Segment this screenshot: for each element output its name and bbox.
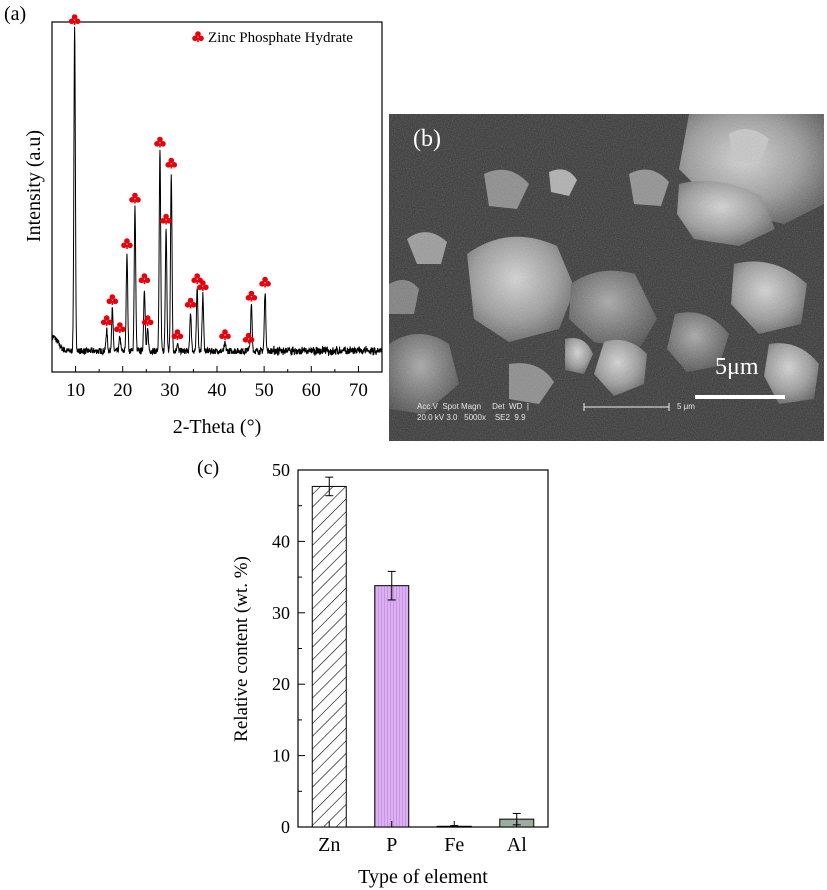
peak-marker — [121, 238, 133, 249]
xrd-x-tick-label: 70 — [349, 380, 368, 401]
peak-marker — [259, 276, 271, 288]
xrd-x-axis-label: 2-Theta (°) — [173, 416, 262, 438]
bar-y-axis-label: Relative content (wt. %) — [231, 556, 252, 742]
peak-marker — [114, 322, 126, 333]
sem-scale-label: 5μm — [715, 354, 759, 380]
bar-y-tick-label: 20 — [272, 674, 290, 694]
xrd-x-tick-label: 60 — [302, 380, 321, 401]
panel-c-label: (c) — [197, 457, 219, 479]
bar-p — [374, 585, 410, 828]
legend-club-icon — [192, 31, 204, 42]
peak-marker — [171, 329, 184, 340]
bar-y-tick-label: 50 — [272, 460, 290, 480]
legend-club-icon — [192, 31, 204, 42]
peak-marker — [242, 332, 255, 344]
bar-y-tick-label: 0 — [281, 817, 290, 837]
xrd-x-tick-label: 30 — [160, 380, 179, 401]
peak-marker — [219, 329, 231, 340]
xrd-x-axis: 10 20 30 40 50 60 70 — [51, 366, 383, 401]
sem-info-line-2: 20.0 kV 3.0 5000x SE2 9.9 — [417, 413, 526, 422]
bar-x-tick-label: Fe — [444, 834, 464, 856]
peak-marker — [138, 273, 151, 284]
bar-x-axis-label: Type of element — [358, 866, 488, 888]
sem-micrograph-texture — [389, 114, 824, 441]
error-bar-zn — [325, 476, 334, 497]
xrd-x-tick-label: 10 — [66, 380, 85, 401]
bar-x-tick-label: P — [386, 834, 397, 856]
panel-b-label: (b) — [413, 126, 441, 152]
xrd-chart: (a) 10 20 30 40 50 60 70 Zinc Phosphate Hydrat… — [4, 3, 383, 438]
bar-y-tick-label: 30 — [272, 603, 290, 623]
panel-a-label: (a) — [4, 3, 26, 25]
peak-marker — [154, 136, 166, 148]
xrd-plot-frame — [51, 21, 383, 373]
peak-marker — [68, 14, 81, 25]
peak-marker — [129, 192, 141, 204]
xrd-y-axis-label: Intensity (a.u) — [23, 130, 45, 242]
bar-y-tick-label: 40 — [272, 531, 290, 551]
peak-marker — [184, 297, 197, 309]
peak-marker — [245, 290, 258, 302]
xrd-x-tick-label: 40 — [208, 380, 227, 401]
xrd-legend-label: Zinc Phosphate Hydrate — [208, 30, 353, 46]
sem-image: (b) 5μm Acc.V Spot Magn Det WD | 20.0 kV… — [389, 114, 824, 441]
bar-y-axis: 0 10 20 30 40 50 — [272, 460, 305, 837]
peak-marker — [100, 315, 113, 326]
peak-marker — [197, 280, 209, 291]
sem-info-scale: 5 μm — [677, 402, 695, 411]
xrd-legend: Zinc Phosphate Hydrate — [192, 30, 353, 46]
bar-series: Zn P Fe Al — [311, 476, 535, 856]
peak-marker — [141, 315, 154, 326]
bar-x-tick-label: Zn — [318, 834, 340, 856]
bar-x-tick-label: Al — [507, 834, 527, 856]
bar-zn — [311, 485, 347, 828]
xrd-x-tick-label: 20 — [113, 380, 132, 401]
peak-marker — [165, 157, 178, 169]
error-bar-p — [387, 570, 396, 601]
xrd-peak-markers — [68, 14, 271, 344]
xrd-x-tick-label: 50 — [255, 380, 274, 401]
bar-y-tick-label: 10 — [272, 746, 290, 766]
sem-info-line-1: Acc.V Spot Magn Det WD | — [417, 402, 529, 411]
peak-marker — [160, 213, 172, 225]
xrd-trace — [51, 26, 383, 356]
peak-marker — [106, 294, 119, 305]
